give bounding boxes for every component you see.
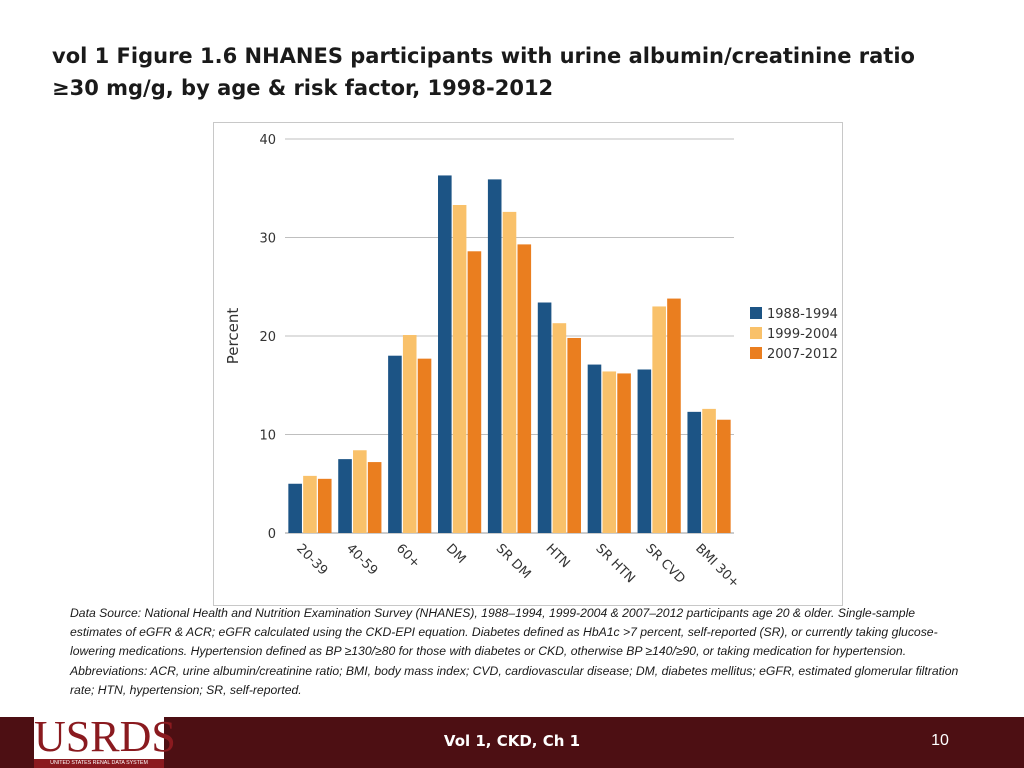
legend-label: 2007-2012	[767, 347, 838, 362]
usrds-logo: USRDS UNITED STATES RENAL DATA SYSTEM	[34, 712, 176, 768]
bar-bmi-30--series-1	[687, 411, 702, 533]
bar-sr-htn-series-2	[602, 371, 617, 533]
y-axis-label: Percent	[224, 308, 242, 365]
y-tick-label: 10	[259, 429, 276, 444]
bar-20-39-series-3	[317, 478, 332, 533]
bar-sr-dm-series-2	[502, 211, 517, 533]
legend-label: 1999-2004	[767, 327, 838, 342]
slide-title: vol 1 Figure 1.6 NHANES participants wit…	[52, 44, 915, 100]
bar-dm-series-2	[452, 204, 467, 533]
footer-chapter-label: Vol 1, CKD, Ch 1	[443, 732, 581, 750]
bar-40-59-series-3	[367, 462, 382, 533]
bar-htn-series-3	[567, 337, 581, 533]
y-tick-label: 30	[259, 232, 276, 247]
bar-sr-htn-series-1	[587, 364, 602, 533]
bar-60--series-3	[417, 358, 432, 533]
data-source-note: Data Source: National Health and Nutriti…	[70, 606, 959, 697]
bar-htn-series-2	[552, 323, 567, 533]
bar-sr-cvd-series-3	[667, 298, 681, 533]
legend-swatch	[750, 347, 762, 359]
logo-text: USRDS	[34, 712, 176, 761]
bar-dm-series-1	[438, 175, 452, 533]
y-tick-label: 40	[259, 133, 276, 148]
bar-40-59-series-2	[353, 450, 367, 533]
bar-60--series-1	[388, 355, 402, 533]
bar-dm-series-3	[467, 251, 482, 534]
bar-20-39-series-1	[288, 483, 302, 533]
y-tick-label: 20	[259, 330, 276, 345]
legend-swatch	[750, 307, 762, 319]
bar-20-39-series-2	[303, 475, 317, 533]
bar-htn-series-1	[537, 302, 552, 533]
bar-bmi-30--series-2	[702, 408, 716, 533]
x-tick-label: 20-39	[293, 541, 330, 578]
bar-sr-htn-series-3	[617, 373, 631, 533]
x-tick-label: DM	[443, 541, 469, 567]
x-tick-label: SR CVD	[642, 541, 688, 587]
footer-bar	[0, 717, 1024, 768]
y-tick-label: 0	[268, 527, 276, 542]
bar-40-59-series-1	[338, 459, 352, 533]
bar-sr-cvd-series-2	[652, 306, 666, 533]
bar-bmi-30--series-3	[717, 419, 731, 533]
x-tick-label: BMI 30+	[692, 541, 742, 591]
legend-swatch	[750, 327, 762, 339]
x-tick-label: SR HTN	[592, 541, 637, 586]
bar-chart: 0 10 20 30 40 Percent 20-39 40-59 60+ DM SR DM HTN S…	[224, 133, 838, 591]
bar-sr-dm-series-3	[517, 244, 532, 533]
x-tick-label: HTN	[543, 541, 573, 571]
x-tick-label: SR DM	[493, 541, 534, 582]
chart-frame: 0 10 20 30 40 Percent 20-39 40-59 60+ DM SR DM HTN S…	[213, 122, 843, 606]
x-tick-label: 60+	[393, 541, 423, 571]
bar-sr-cvd-series-1	[637, 369, 652, 533]
bar-60--series-2	[402, 335, 417, 533]
bar-sr-dm-series-1	[487, 179, 502, 533]
logo-subtext: UNITED STATES RENAL DATA SYSTEM	[34, 759, 164, 768]
x-tick-label: 40-59	[343, 541, 380, 578]
page-number: 10	[931, 732, 949, 749]
legend-label: 1988-1994	[767, 307, 838, 322]
